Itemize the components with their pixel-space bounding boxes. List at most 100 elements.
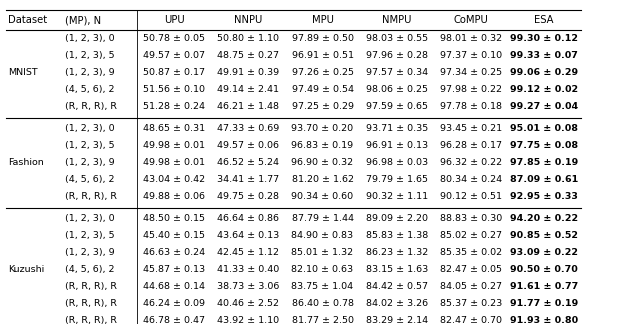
Text: 99.30 ± 0.12: 99.30 ± 0.12 <box>510 34 578 43</box>
Text: 93.45 ± 0.21: 93.45 ± 0.21 <box>440 124 502 133</box>
Text: 86.40 ± 0.78: 86.40 ± 0.78 <box>292 299 353 308</box>
Text: 97.78 ± 0.18: 97.78 ± 0.18 <box>440 102 502 111</box>
Text: (4, 5, 6), 2: (4, 5, 6), 2 <box>65 265 114 274</box>
Text: (R, R, R), R: (R, R, R), R <box>65 102 116 111</box>
Text: 98.03 ± 0.55: 98.03 ± 0.55 <box>365 34 428 43</box>
Text: (1, 2, 3), 5: (1, 2, 3), 5 <box>65 231 114 240</box>
Text: 93.09 ± 0.22: 93.09 ± 0.22 <box>510 248 578 257</box>
Text: 96.98 ± 0.03: 96.98 ± 0.03 <box>365 158 428 167</box>
Text: 49.91 ± 0.39: 49.91 ± 0.39 <box>218 68 280 77</box>
Text: 97.59 ± 0.65: 97.59 ± 0.65 <box>365 102 428 111</box>
Text: 90.34 ± 0.60: 90.34 ± 0.60 <box>291 192 354 201</box>
Text: (1, 2, 3), 9: (1, 2, 3), 9 <box>65 158 114 167</box>
Text: (R, R, R), R: (R, R, R), R <box>65 192 116 201</box>
Text: 46.52 ± 5.24: 46.52 ± 5.24 <box>218 158 280 167</box>
Text: 46.64 ± 0.86: 46.64 ± 0.86 <box>218 214 280 224</box>
Text: 98.06 ± 0.25: 98.06 ± 0.25 <box>365 85 428 94</box>
Text: 90.50 ± 0.70: 90.50 ± 0.70 <box>510 265 578 274</box>
Text: 50.87 ± 0.17: 50.87 ± 0.17 <box>143 68 205 77</box>
Text: 46.21 ± 1.48: 46.21 ± 1.48 <box>218 102 280 111</box>
Text: 42.45 ± 1.12: 42.45 ± 1.12 <box>218 248 280 257</box>
Text: 99.06 ± 0.29: 99.06 ± 0.29 <box>510 68 578 77</box>
Text: (1, 2, 3), 0: (1, 2, 3), 0 <box>65 124 114 133</box>
Text: 93.70 ± 0.20: 93.70 ± 0.20 <box>291 124 354 133</box>
Text: 91.77 ± 0.19: 91.77 ± 0.19 <box>510 299 579 308</box>
Text: 97.98 ± 0.22: 97.98 ± 0.22 <box>440 85 502 94</box>
Text: 86.23 ± 1.32: 86.23 ± 1.32 <box>365 248 428 257</box>
Text: 49.57 ± 0.06: 49.57 ± 0.06 <box>218 141 280 150</box>
Text: 88.83 ± 0.30: 88.83 ± 0.30 <box>440 214 502 224</box>
Text: 99.27 ± 0.04: 99.27 ± 0.04 <box>510 102 578 111</box>
Text: 83.29 ± 2.14: 83.29 ± 2.14 <box>365 316 428 324</box>
Text: 96.91 ± 0.51: 96.91 ± 0.51 <box>292 51 353 60</box>
Text: 50.78 ± 0.05: 50.78 ± 0.05 <box>143 34 205 43</box>
Text: (4, 5, 6), 2: (4, 5, 6), 2 <box>65 85 114 94</box>
Text: 84.90 ± 0.83: 84.90 ± 0.83 <box>291 231 354 240</box>
Text: 93.71 ± 0.35: 93.71 ± 0.35 <box>365 124 428 133</box>
Text: 99.12 ± 0.02: 99.12 ± 0.02 <box>510 85 578 94</box>
Text: (R, R, R), R: (R, R, R), R <box>65 282 116 291</box>
Text: (R, R, R), R: (R, R, R), R <box>65 299 116 308</box>
Text: 85.35 ± 0.02: 85.35 ± 0.02 <box>440 248 502 257</box>
Text: 48.65 ± 0.31: 48.65 ± 0.31 <box>143 124 205 133</box>
Text: (1, 2, 3), 9: (1, 2, 3), 9 <box>65 248 114 257</box>
Text: 46.63 ± 0.24: 46.63 ± 0.24 <box>143 248 205 257</box>
Text: 97.57 ± 0.34: 97.57 ± 0.34 <box>365 68 428 77</box>
Text: 92.95 ± 0.33: 92.95 ± 0.33 <box>510 192 578 201</box>
Text: 96.91 ± 0.13: 96.91 ± 0.13 <box>365 141 428 150</box>
Text: 40.46 ± 2.52: 40.46 ± 2.52 <box>218 299 280 308</box>
Text: 49.98 ± 0.01: 49.98 ± 0.01 <box>143 158 205 167</box>
Text: 49.57 ± 0.07: 49.57 ± 0.07 <box>143 51 205 60</box>
Text: 51.56 ± 0.10: 51.56 ± 0.10 <box>143 85 205 94</box>
Text: 97.85 ± 0.19: 97.85 ± 0.19 <box>510 158 579 167</box>
Text: 85.83 ± 1.38: 85.83 ± 1.38 <box>365 231 428 240</box>
Text: Kuzushi: Kuzushi <box>8 265 45 274</box>
Text: (1, 2, 3), 9: (1, 2, 3), 9 <box>65 68 114 77</box>
Text: 46.24 ± 0.09: 46.24 ± 0.09 <box>143 299 205 308</box>
Text: 99.33 ± 0.07: 99.33 ± 0.07 <box>510 51 578 60</box>
Text: CoMPU: CoMPU <box>453 15 488 25</box>
Text: 49.14 ± 2.41: 49.14 ± 2.41 <box>218 85 280 94</box>
Text: 90.12 ± 0.51: 90.12 ± 0.51 <box>440 192 502 201</box>
Text: 87.09 ± 0.61: 87.09 ± 0.61 <box>510 175 579 184</box>
Text: 96.32 ± 0.22: 96.32 ± 0.22 <box>440 158 502 167</box>
Text: 49.98 ± 0.01: 49.98 ± 0.01 <box>143 141 205 150</box>
Text: 97.25 ± 0.29: 97.25 ± 0.29 <box>292 102 353 111</box>
Text: 41.33 ± 0.40: 41.33 ± 0.40 <box>218 265 280 274</box>
Text: 83.15 ± 1.63: 83.15 ± 1.63 <box>365 265 428 274</box>
Text: 94.20 ± 0.22: 94.20 ± 0.22 <box>510 214 578 224</box>
Text: MPU: MPU <box>312 15 333 25</box>
Text: UPU: UPU <box>164 15 185 25</box>
Text: 80.34 ± 0.24: 80.34 ± 0.24 <box>440 175 502 184</box>
Text: 85.37 ± 0.23: 85.37 ± 0.23 <box>440 299 502 308</box>
Text: 46.78 ± 0.47: 46.78 ± 0.47 <box>143 316 205 324</box>
Text: 45.40 ± 0.15: 45.40 ± 0.15 <box>143 231 205 240</box>
Text: 97.49 ± 0.54: 97.49 ± 0.54 <box>292 85 353 94</box>
Text: 50.80 ± 1.10: 50.80 ± 1.10 <box>218 34 280 43</box>
Text: 44.68 ± 0.14: 44.68 ± 0.14 <box>143 282 205 291</box>
Text: 97.34 ± 0.25: 97.34 ± 0.25 <box>440 68 502 77</box>
Text: 97.75 ± 0.08: 97.75 ± 0.08 <box>510 141 578 150</box>
Text: (MP), N: (MP), N <box>65 15 100 25</box>
Text: 51.28 ± 0.24: 51.28 ± 0.24 <box>143 102 205 111</box>
Text: 96.28 ± 0.17: 96.28 ± 0.17 <box>440 141 502 150</box>
Text: (1, 2, 3), 5: (1, 2, 3), 5 <box>65 141 114 150</box>
Text: 83.75 ± 1.04: 83.75 ± 1.04 <box>291 282 354 291</box>
Text: Fashion: Fashion <box>8 158 44 167</box>
Text: Dataset: Dataset <box>8 15 47 25</box>
Text: 96.90 ± 0.32: 96.90 ± 0.32 <box>291 158 354 167</box>
Text: 43.04 ± 0.42: 43.04 ± 0.42 <box>143 175 205 184</box>
Text: 97.37 ± 0.10: 97.37 ± 0.10 <box>440 51 502 60</box>
Text: 48.50 ± 0.15: 48.50 ± 0.15 <box>143 214 205 224</box>
Text: 49.75 ± 0.28: 49.75 ± 0.28 <box>218 192 280 201</box>
Text: 84.42 ± 0.57: 84.42 ± 0.57 <box>365 282 428 291</box>
Text: 98.01 ± 0.32: 98.01 ± 0.32 <box>440 34 502 43</box>
Text: (1, 2, 3), 0: (1, 2, 3), 0 <box>65 34 114 43</box>
Text: 45.87 ± 0.13: 45.87 ± 0.13 <box>143 265 205 274</box>
Text: 81.77 ± 2.50: 81.77 ± 2.50 <box>292 316 353 324</box>
Text: 38.73 ± 3.06: 38.73 ± 3.06 <box>218 282 280 291</box>
Text: 85.02 ± 0.27: 85.02 ± 0.27 <box>440 231 502 240</box>
Text: 43.64 ± 0.13: 43.64 ± 0.13 <box>218 231 280 240</box>
Text: 97.26 ± 0.25: 97.26 ± 0.25 <box>292 68 353 77</box>
Text: 85.01 ± 1.32: 85.01 ± 1.32 <box>291 248 354 257</box>
